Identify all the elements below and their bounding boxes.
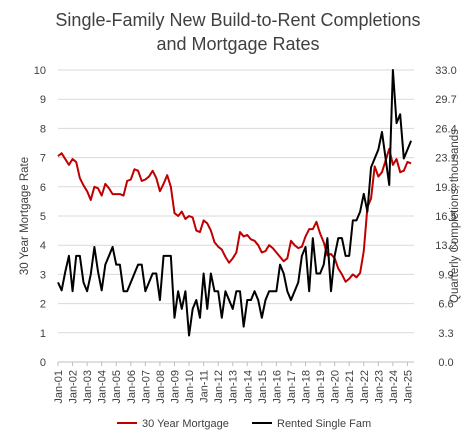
gridlines [58,69,414,363]
x-tick-label: Jan-08 [155,370,167,404]
right-axis-label: Quarterly Completions, thousands [449,129,461,303]
right-tick-label: 33.0 [435,65,456,77]
left-tick-label: 0 [40,357,46,369]
x-tick-label: Jan-07 [140,370,152,404]
x-tick-label: Jan-22 [359,370,371,404]
left-tick-label: 10 [34,65,46,77]
x-tick-label: Jan-19 [315,370,327,404]
x-tick-label: Jan-01 [53,370,65,404]
left-axis-label: 30 Year Mortgage Rate [19,157,31,275]
x-tick-label: Jan-20 [330,370,342,404]
right-tick-label: 16.5 [435,211,456,223]
right-tick-label: 13.2 [435,240,456,252]
left-axis-ticks: 0 1 2 3 4 5 6 7 8 9 10 [34,65,46,369]
x-tick-label: Jan-13 [228,370,240,404]
right-tick-label: 29.7 [435,94,456,106]
right-tick-label: 6.6 [438,299,453,311]
x-tick-label: Jan-06 [126,370,138,404]
right-tick-label: 19.8 [435,182,456,194]
x-tick-label: Jan-05 [111,370,123,404]
series-line-rented [57,69,413,337]
x-tick-label: Jan-16 [271,370,283,404]
x-tick-label: Jan-04 [97,370,109,404]
x-tick-label: Jan-23 [373,370,385,404]
x-tick-label: Jan-09 [169,370,181,404]
left-tick-label: 2 [40,299,46,311]
legend-label-mortgage: 30 Year Mortgage [142,418,229,430]
x-tick-label: Jan-03 [82,370,94,404]
right-tick-label: 9.9 [438,269,453,281]
right-axis-ticks: 0.0 3.3 6.6 9.9 13.2 16.5 19.8 23.1 26.4 29.7 33.0 [435,65,456,369]
right-tick-label: 0.0 [438,357,453,369]
left-tick-label: 3 [40,269,46,281]
left-tick-label: 4 [40,240,46,252]
legend-label-rented: Rented Single Fam [277,418,371,430]
series-line-mortgage [57,147,412,283]
x-tick-label: Jan-17 [286,370,298,404]
x-tick-label: Jan-24 [388,370,400,404]
series-group [57,69,413,337]
x-tick-label: Jan-18 [301,370,313,404]
left-tick-label: 6 [40,182,46,194]
left-tick-label: 9 [40,94,46,106]
x-axis-ticks: Jan-01 Jan-02 Jan-03 Jan-04 Jan-05 Jan-06 Jan-… [53,362,414,404]
chart-title-line-1: Single-Family New Build-to-Rent Completi… [55,10,420,30]
right-tick-label: 23.1 [435,153,456,165]
x-tick-label: Jan-25 [402,370,414,404]
x-tick-label: Jan-15 [257,370,269,404]
x-tick-label: Jan-02 [68,370,80,404]
left-tick-label: 5 [40,211,46,223]
right-tick-label: 3.3 [438,328,453,340]
left-tick-label: 1 [40,328,46,340]
right-tick-label: 26.4 [435,123,456,135]
left-tick-label: 7 [40,153,46,165]
chart-title-line-2: and Mortgage Rates [156,34,319,54]
legend: 30 Year Mortgage Rented Single Fam [117,418,371,430]
x-tick-label: Jan-10 [184,370,196,404]
x-tick-label: Jan-14 [242,370,254,404]
x-tick-label: Jan-11 [199,370,211,403]
x-tick-label: Jan-21 [344,370,356,404]
x-tick-label: Jan-12 [213,370,225,404]
left-tick-label: 8 [40,123,46,135]
